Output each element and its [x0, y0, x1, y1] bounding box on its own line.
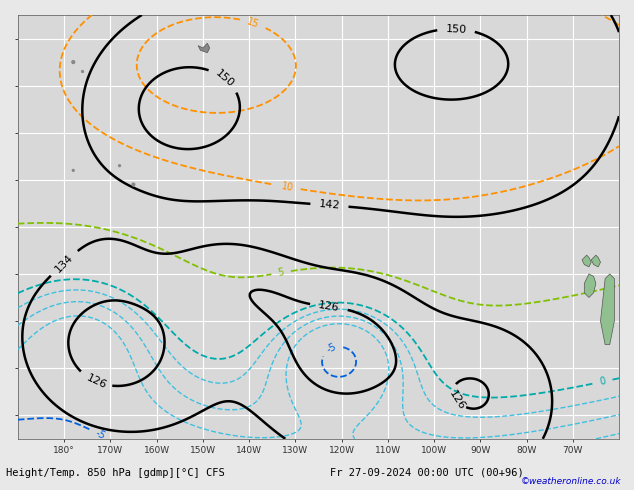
Polygon shape: [600, 274, 614, 344]
Text: Height/Temp. 850 hPa [gdmp][°C] CFS: Height/Temp. 850 hPa [gdmp][°C] CFS: [6, 468, 225, 478]
Text: 15: 15: [245, 16, 261, 30]
Circle shape: [82, 71, 84, 73]
Polygon shape: [585, 274, 596, 297]
Text: 126: 126: [84, 373, 108, 391]
Circle shape: [132, 183, 135, 186]
Text: -5: -5: [93, 428, 107, 441]
Polygon shape: [592, 255, 600, 267]
Text: 150: 150: [446, 24, 467, 35]
Circle shape: [72, 170, 74, 172]
Text: 150: 150: [214, 68, 236, 90]
Text: ©weatheronline.co.uk: ©weatheronline.co.uk: [521, 477, 621, 486]
Text: 10: 10: [280, 181, 294, 193]
Circle shape: [119, 165, 120, 167]
Polygon shape: [198, 43, 210, 52]
Circle shape: [72, 61, 75, 64]
Text: 0: 0: [599, 376, 607, 387]
Text: Fr 27-09-2024 00:00 UTC (00+96): Fr 27-09-2024 00:00 UTC (00+96): [330, 468, 524, 478]
Text: 126: 126: [318, 300, 340, 313]
Polygon shape: [582, 255, 592, 267]
Text: 5: 5: [277, 267, 285, 278]
Text: 142: 142: [318, 199, 340, 211]
Text: -5: -5: [325, 342, 338, 355]
Text: 126: 126: [448, 389, 467, 412]
Text: 134: 134: [53, 252, 75, 274]
